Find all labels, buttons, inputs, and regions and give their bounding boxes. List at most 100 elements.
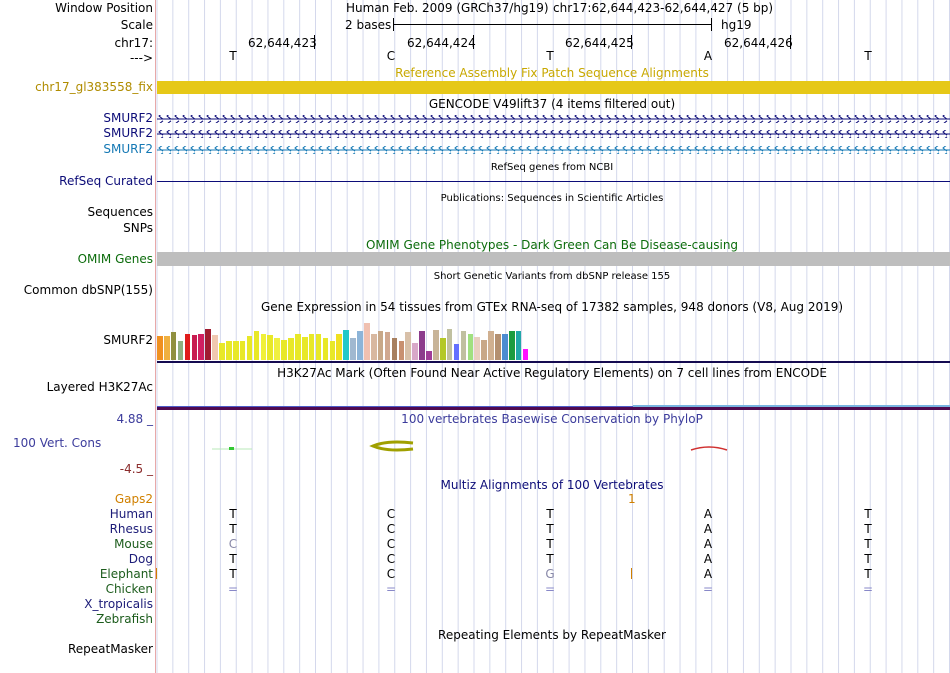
dbsnp-title[interactable]: Short Genetic Variants from dbSNP releas… [433, 271, 671, 282]
gtex-bar[interactable] [412, 343, 418, 360]
gtex-bar[interactable] [433, 330, 439, 360]
fix-patch-label[interactable]: chr17_gl383558_fix [35, 80, 153, 94]
dbsnp-label[interactable]: Common dbSNP(155) [23, 283, 153, 297]
species-label[interactable]: X_tropicalis [84, 597, 153, 611]
h3k27ac-signal-high[interactable] [633, 405, 950, 407]
omim-label[interactable]: OMIM Genes [77, 252, 153, 266]
gtex-bar[interactable] [322, 338, 329, 360]
gtex-bar[interactable] [467, 334, 474, 360]
species-label[interactable]: Rhesus [109, 522, 153, 536]
gencode-gene-label[interactable]: SMURF2 [103, 111, 153, 125]
refseq-label[interactable]: RefSeq Curated [59, 174, 153, 188]
gtex-bar[interactable] [405, 332, 412, 360]
species-label[interactable]: Chicken [105, 582, 153, 596]
gtex-bar[interactable] [288, 338, 294, 360]
gtex-bar[interactable] [377, 331, 384, 360]
gtex-bar[interactable] [460, 331, 467, 360]
gtex-bar[interactable] [495, 334, 501, 360]
gtex-bar[interactable] [191, 335, 198, 360]
gtex-bar[interactable] [446, 329, 453, 360]
gtex-bar[interactable] [370, 334, 377, 360]
gtex-bar[interactable] [239, 341, 246, 360]
gtex-bar[interactable] [329, 341, 336, 360]
gtex-bar[interactable] [357, 331, 363, 360]
gtex-bar-chart[interactable] [157, 315, 537, 360]
gtex-bar[interactable] [212, 335, 218, 360]
multiz-title[interactable]: Multiz Alignments of 100 Vertebrates [440, 478, 664, 492]
sequence-base: T [229, 49, 237, 63]
gencode-gene-label[interactable]: SMURF2 [103, 126, 153, 140]
gtex-title[interactable]: Gene Expression in 54 tissues from GTEx … [260, 300, 844, 314]
species-label[interactable]: Dog [128, 552, 153, 566]
gtex-bar[interactable] [398, 341, 405, 360]
alignment-base: T [864, 507, 872, 521]
sequences-label[interactable]: Sequences [87, 205, 153, 219]
fix-patch-title[interactable]: Reference Assembly Fix Patch Sequence Al… [395, 66, 709, 80]
gtex-bar[interactable] [274, 338, 280, 360]
h3k27ac-signal[interactable] [157, 406, 950, 407]
gtex-bar[interactable] [295, 334, 301, 360]
gtex-bar[interactable] [426, 351, 432, 360]
gtex-bar[interactable] [522, 349, 529, 360]
gtex-bar[interactable] [391, 338, 398, 360]
gtex-bar[interactable] [515, 331, 522, 360]
gtex-bar[interactable] [336, 334, 343, 360]
gtex-bar[interactable] [170, 332, 177, 360]
gtex-bar[interactable] [439, 338, 446, 360]
gtex-bar[interactable] [205, 329, 211, 360]
omim-title[interactable]: OMIM Gene Phenotypes - Dark Green Can Be… [365, 238, 739, 252]
gtex-bar[interactable] [453, 344, 460, 360]
omim-gene-bar[interactable] [157, 252, 950, 266]
snps-label[interactable]: SNPs [123, 221, 153, 235]
gtex-bar[interactable] [198, 334, 205, 360]
gtex-bar[interactable] [301, 337, 308, 360]
h3k27ac-label[interactable]: Layered H3K27Ac [46, 380, 153, 394]
refseq-gene-line[interactable] [157, 181, 950, 182]
gtex-bar[interactable] [384, 332, 391, 360]
publications-title[interactable]: Publications: Sequences in Scientific Ar… [440, 193, 664, 204]
gtex-bar[interactable] [281, 340, 287, 360]
phylop-title[interactable]: 100 vertebrates Basewise Conservation by… [401, 412, 703, 426]
gtex-bar[interactable] [177, 341, 184, 360]
fix-patch-bar[interactable] [157, 81, 950, 94]
gtex-bar[interactable] [343, 330, 349, 360]
gtex-label[interactable]: SMURF2 [103, 333, 153, 347]
gtex-bar[interactable] [246, 336, 253, 360]
h3k27ac-top-line [157, 361, 950, 363]
gtex-bar[interactable] [163, 336, 170, 360]
species-label[interactable]: Mouse [114, 537, 153, 551]
gencode-transcripts[interactable] [157, 112, 950, 158]
gtex-bar[interactable] [232, 341, 239, 360]
gtex-bar[interactable] [219, 343, 225, 360]
species-label[interactable]: Human [109, 507, 153, 521]
gtex-bar[interactable] [364, 323, 370, 360]
gtex-bar[interactable] [184, 334, 191, 360]
h3k27ac-title[interactable]: H3K27Ac Mark (Often Found Near Active Re… [277, 366, 827, 380]
gtex-bar[interactable] [481, 340, 487, 360]
refseq-title[interactable]: RefSeq genes from NCBI [490, 162, 614, 173]
species-label[interactable]: Zebrafish [96, 612, 153, 626]
gtex-bar[interactable] [226, 341, 232, 360]
gtex-bar[interactable] [419, 331, 425, 360]
gencode-gene-label[interactable]: SMURF2 [103, 142, 153, 156]
gtex-bar[interactable] [308, 334, 315, 360]
scale-bar-left-cap [393, 18, 394, 31]
gencode-title[interactable]: GENCODE V49lift37 (4 items filtered out) [428, 97, 676, 111]
gtex-bar[interactable] [157, 336, 163, 360]
species-label[interactable]: Elephant [99, 567, 153, 581]
repeat-title[interactable]: Repeating Elements by RepeatMasker [438, 628, 666, 642]
repeat-label[interactable]: RepeatMasker [67, 642, 153, 656]
gtex-bar[interactable] [502, 334, 508, 360]
gtex-bar[interactable] [253, 331, 260, 360]
gtex-bar[interactable] [267, 335, 274, 360]
gtex-bar[interactable] [488, 331, 494, 360]
phylop-label[interactable]: 100 Vert. Cons [13, 436, 102, 450]
alignment-base: C [386, 567, 396, 581]
gtex-bar[interactable] [508, 331, 515, 360]
gtex-bar[interactable] [350, 338, 356, 360]
gtex-bar[interactable] [474, 337, 481, 360]
phylop-plot[interactable] [157, 435, 950, 460]
gtex-bar[interactable] [260, 334, 267, 360]
gtex-bar[interactable] [315, 334, 322, 360]
gaps-count: 1 [628, 492, 636, 506]
